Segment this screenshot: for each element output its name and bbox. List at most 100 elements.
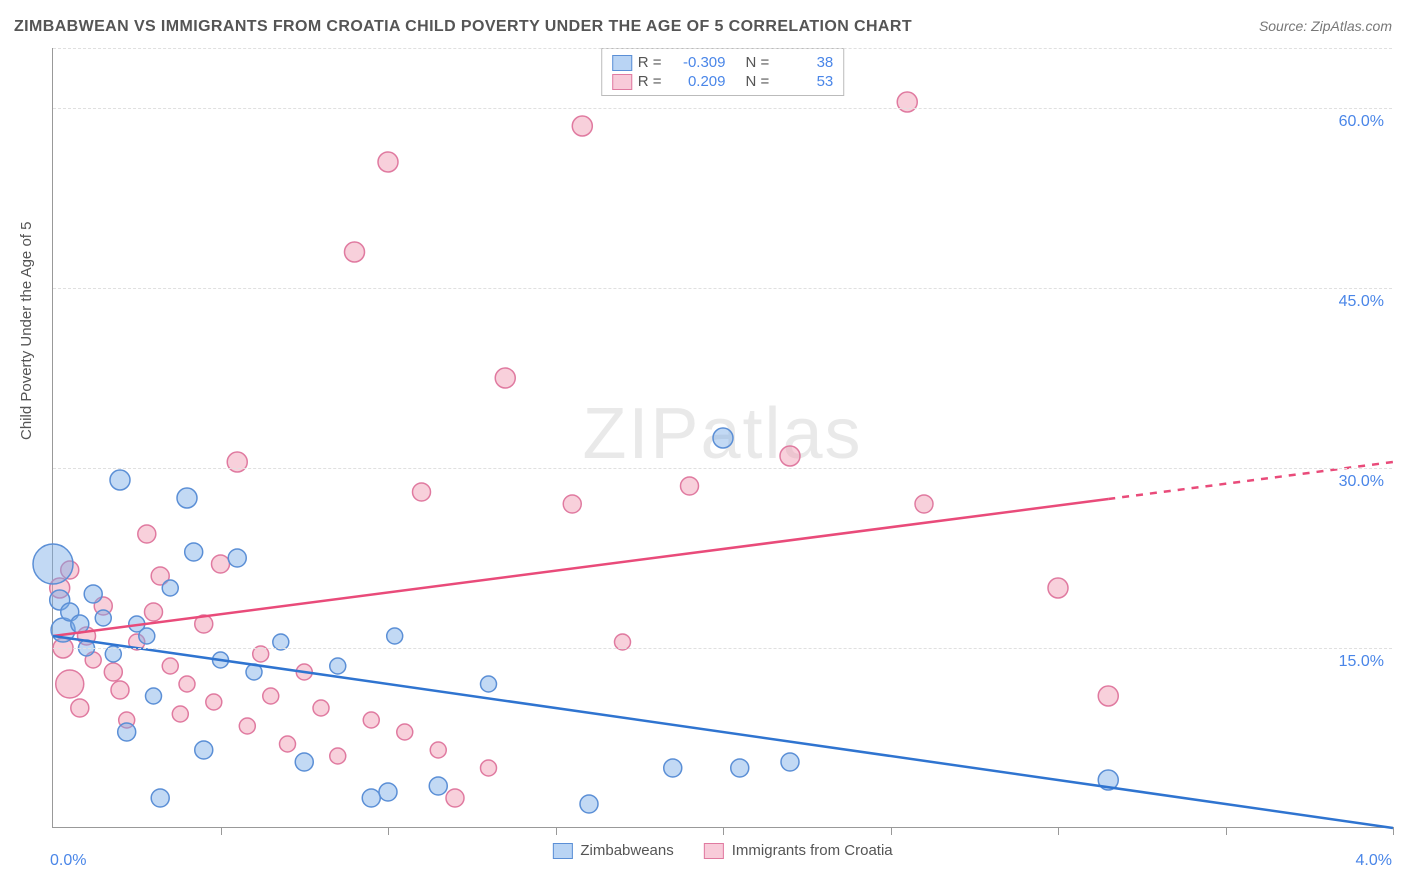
pink-point [397, 724, 413, 740]
pink-point [481, 760, 497, 776]
pink-point [915, 495, 933, 513]
blue-point [162, 580, 178, 596]
pink-point [1098, 686, 1118, 706]
x-tick [891, 827, 892, 835]
blue-swatch-icon [612, 55, 632, 71]
pink-point [239, 718, 255, 734]
blue-point [781, 753, 799, 771]
blue-point [139, 628, 155, 644]
x-tick [1393, 827, 1394, 835]
blue-series-name: Zimbabweans [580, 842, 673, 859]
blue-point [481, 676, 497, 692]
x-tick [221, 827, 222, 835]
stats-row-blue: R = -0.309 N = 38 [612, 53, 834, 72]
pink-point [446, 789, 464, 807]
source-name: ZipAtlas.com [1311, 18, 1392, 34]
blue-point [731, 759, 749, 777]
n-label: N = [746, 73, 770, 90]
legend-item-pink: Immigrants from Croatia [704, 842, 893, 859]
gridline [53, 48, 1392, 49]
chart-title: ZIMBABWEAN VS IMMIGRANTS FROM CROATIA CH… [14, 18, 912, 36]
blue-point [185, 543, 203, 561]
blue-point [228, 549, 246, 567]
pink-point [280, 736, 296, 752]
pink-point [681, 477, 699, 495]
blue-point [195, 741, 213, 759]
blue-point [362, 789, 380, 807]
blue-swatch-icon [552, 843, 572, 859]
chart-container: ZIMBABWEAN VS IMMIGRANTS FROM CROATIA CH… [0, 0, 1406, 892]
pink-point [563, 495, 581, 513]
blue-point [84, 585, 102, 603]
source-label: Source: [1259, 18, 1311, 34]
x-tick [1058, 827, 1059, 835]
x-tick [1226, 827, 1227, 835]
blue-point [295, 753, 313, 771]
pink-point [138, 525, 156, 543]
legend-item-blue: Zimbabweans [552, 842, 673, 859]
blue-trend-solid [53, 636, 1393, 828]
x-tick [723, 827, 724, 835]
source-credit: Source: ZipAtlas.com [1259, 18, 1392, 34]
pink-n-value: 53 [777, 73, 833, 90]
blue-point [146, 688, 162, 704]
pink-point [263, 688, 279, 704]
r-label: R = [638, 73, 662, 90]
pink-point [227, 452, 247, 472]
pink-series-name: Immigrants from Croatia [732, 842, 893, 859]
pink-point [206, 694, 222, 710]
blue-n-value: 38 [777, 54, 833, 71]
pink-point [495, 368, 515, 388]
pink-point [378, 152, 398, 172]
blue-point [177, 488, 197, 508]
blue-point [118, 723, 136, 741]
blue-r-value: -0.309 [670, 54, 726, 71]
pink-point [413, 483, 431, 501]
pink-point [111, 681, 129, 699]
pink-swatch-icon [704, 843, 724, 859]
pink-point [572, 116, 592, 136]
pink-point [71, 699, 89, 717]
pink-point [1048, 578, 1068, 598]
gridline [53, 288, 1392, 289]
pink-point [897, 92, 917, 112]
pink-trend-solid [53, 499, 1108, 636]
x-max-label: 4.0% [1356, 852, 1392, 870]
blue-point [71, 615, 89, 633]
pink-point [179, 676, 195, 692]
y-axis-label: Child Poverty Under the Age of 5 [18, 222, 35, 440]
blue-point [33, 544, 73, 584]
pink-point [162, 658, 178, 674]
pink-point [212, 555, 230, 573]
pink-point [780, 446, 800, 466]
pink-point [430, 742, 446, 758]
r-label: R = [638, 54, 662, 71]
n-label: N = [746, 54, 770, 71]
gridline [53, 648, 1392, 649]
blue-point [95, 610, 111, 626]
pink-point [172, 706, 188, 722]
series-legend: Zimbabweans Immigrants from Croatia [552, 842, 892, 859]
blue-point [110, 470, 130, 490]
blue-point [429, 777, 447, 795]
gridline [53, 108, 1392, 109]
y-tick-label: 15.0% [1339, 653, 1384, 671]
pink-point [145, 603, 163, 621]
blue-point [713, 428, 733, 448]
x-tick [388, 827, 389, 835]
pink-point [345, 242, 365, 262]
pink-r-value: 0.209 [670, 73, 726, 90]
y-tick-label: 45.0% [1339, 293, 1384, 311]
blue-point [580, 795, 598, 813]
x-min-label: 0.0% [50, 852, 86, 870]
stats-row-pink: R = 0.209 N = 53 [612, 72, 834, 91]
blue-point [379, 783, 397, 801]
pink-point [363, 712, 379, 728]
x-tick [556, 827, 557, 835]
stats-legend: R = -0.309 N = 38 R = 0.209 N = 53 [601, 48, 845, 96]
blue-point [664, 759, 682, 777]
blue-point [330, 658, 346, 674]
plot-area: ZIPatlas R = -0.309 N = 38 R = 0.209 N =… [52, 48, 1392, 828]
blue-point [151, 789, 169, 807]
pink-point [104, 663, 122, 681]
